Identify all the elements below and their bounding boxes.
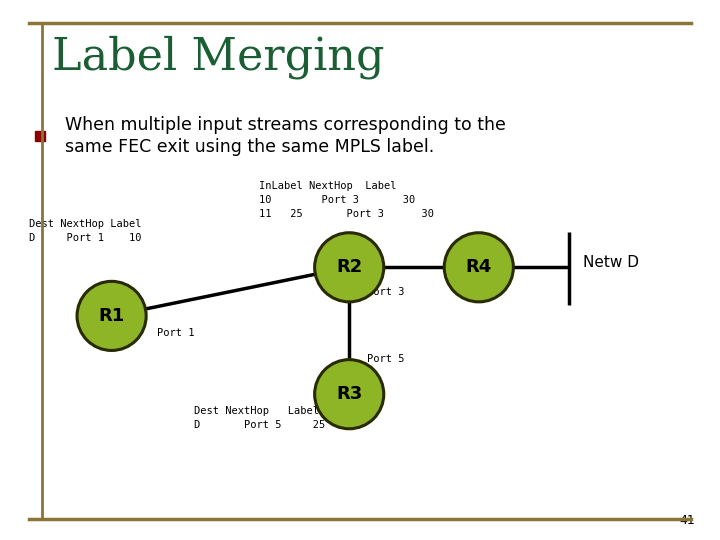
Text: Label Merging: Label Merging [52, 35, 384, 78]
Ellipse shape [444, 233, 513, 302]
Text: Port 1: Port 1 [157, 328, 194, 338]
Text: R3: R3 [336, 385, 362, 403]
Text: Netw D: Netw D [583, 255, 639, 271]
Ellipse shape [315, 360, 384, 429]
Text: Dest NextHop Label
D     Port 1    10: Dest NextHop Label D Port 1 10 [29, 219, 141, 242]
Text: R2: R2 [336, 258, 362, 276]
Text: Dest NextHop   Label
D       Port 5     25: Dest NextHop Label D Port 5 25 [194, 406, 325, 430]
Text: When multiple input streams corresponding to the: When multiple input streams correspondin… [65, 116, 505, 134]
Ellipse shape [77, 281, 146, 350]
Ellipse shape [315, 233, 384, 302]
Text: Port 5: Port 5 [367, 354, 405, 364]
Text: 41: 41 [679, 514, 695, 526]
Text: R4: R4 [466, 258, 492, 276]
Text: R1: R1 [99, 307, 125, 325]
Text: same FEC exit using the same MPLS label.: same FEC exit using the same MPLS label. [65, 138, 434, 156]
Text: InLabel NextHop  Label
10        Port 3       30
11   25       Port 3      30: InLabel NextHop Label 10 Port 3 30 11 25… [259, 181, 434, 219]
Text: Port 3: Port 3 [367, 287, 405, 298]
